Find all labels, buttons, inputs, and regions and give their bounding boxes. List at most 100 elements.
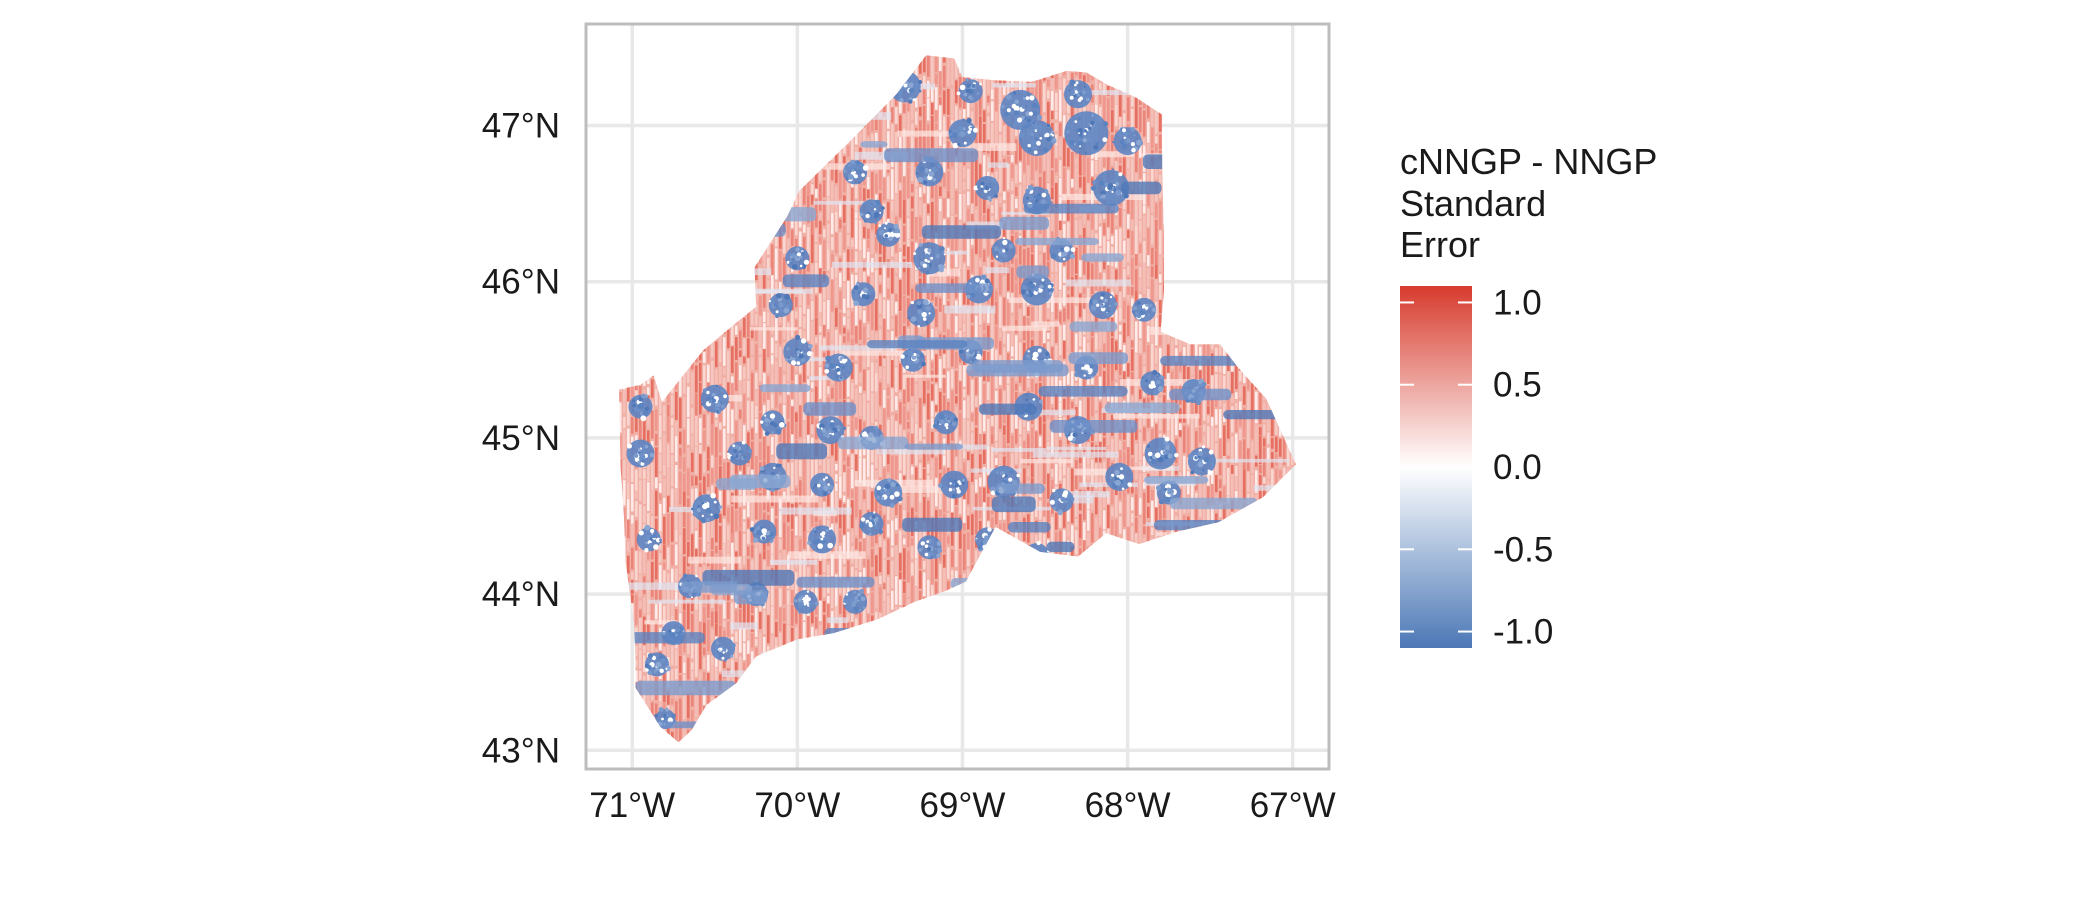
raster-streak	[887, 278, 890, 288]
raster-streak	[1139, 432, 1142, 461]
raster-streak	[1031, 151, 1034, 181]
raster-streak	[839, 172, 842, 200]
raster-streak	[1035, 71, 1038, 100]
raster-streak	[759, 316, 762, 347]
raster-streak	[907, 376, 910, 402]
raster-streak	[879, 284, 882, 293]
raster-streak	[911, 162, 914, 181]
raster-streak	[927, 422, 930, 444]
raster-streak	[1075, 306, 1078, 330]
raster-streak	[1095, 233, 1098, 258]
raster-streak	[895, 301, 898, 314]
raster-streak	[999, 103, 1002, 132]
raster-streak	[939, 449, 942, 470]
raster-streak	[995, 390, 998, 414]
raster-streak	[667, 444, 670, 468]
raster-streak	[747, 358, 750, 380]
raster-streak	[659, 504, 662, 532]
raster-streak	[643, 616, 646, 646]
raster-streak	[795, 374, 798, 387]
raster-streak	[1139, 461, 1142, 471]
raster-streak	[1151, 279, 1154, 308]
raster-streak	[967, 480, 970, 505]
raster-streak	[1131, 191, 1134, 219]
raster-streak	[743, 475, 746, 506]
raster-streak	[803, 385, 806, 412]
raster-streak	[775, 313, 778, 341]
raster-streak	[823, 325, 826, 337]
raster-streak	[895, 132, 898, 147]
raster-streak	[623, 428, 626, 459]
raster-streak	[1099, 402, 1102, 434]
raster-streak	[1059, 78, 1062, 89]
raster-streak	[967, 372, 970, 395]
raster-streak	[903, 199, 906, 224]
raster-streak	[767, 500, 770, 512]
raster-streak	[819, 293, 822, 313]
raster-streak	[931, 584, 934, 598]
raster-streak	[991, 101, 994, 121]
raster-streak	[839, 375, 842, 400]
raster-streak	[1043, 300, 1046, 325]
raster-streak	[1151, 103, 1154, 127]
raster-streak	[787, 463, 790, 484]
raster-streak	[619, 402, 622, 433]
raster-streak	[1003, 391, 1006, 407]
raster-streak	[987, 229, 990, 256]
raster-streak	[971, 454, 974, 482]
raster-streak	[659, 390, 662, 414]
raster-streak	[887, 420, 890, 448]
raster-streak	[871, 362, 874, 392]
raster-streak	[879, 408, 882, 425]
raster-streak	[1019, 162, 1022, 183]
raster-streak	[795, 412, 798, 423]
raster-streak	[1063, 115, 1066, 137]
raster-streak	[787, 239, 790, 247]
raster-streak	[1071, 151, 1074, 179]
raster-streak	[1051, 187, 1054, 200]
raster-streak	[1055, 122, 1058, 132]
raster-streak	[1111, 361, 1114, 382]
raster-streak	[1135, 226, 1138, 255]
raster-streak	[759, 412, 762, 439]
raster-streak	[1111, 475, 1114, 505]
raster-streak	[967, 549, 970, 567]
raster-streak	[851, 136, 854, 160]
raster-streak	[1171, 371, 1174, 379]
raster-streak	[1167, 500, 1170, 531]
raster-streak	[1119, 86, 1122, 117]
raster-streak	[815, 215, 818, 228]
raster-streak	[815, 199, 818, 215]
raster-streak	[1075, 284, 1078, 303]
raster-streak	[719, 661, 722, 672]
raster-streak	[839, 554, 842, 579]
raster-streak	[1015, 165, 1018, 184]
raster-streak	[867, 477, 870, 510]
raster-streak	[1039, 322, 1042, 352]
raster-streak	[731, 316, 734, 346]
raster-streak	[691, 638, 694, 659]
raster-streak	[771, 308, 774, 335]
raster-streak	[1175, 362, 1178, 393]
raster-streak	[1163, 492, 1166, 519]
raster-streak	[819, 221, 822, 235]
raster-streak	[831, 163, 834, 181]
raster-streak	[655, 550, 658, 580]
raster-streak	[1115, 372, 1118, 380]
raster-streak	[675, 421, 678, 436]
raster-streak	[723, 407, 726, 426]
raster-streak	[675, 568, 678, 582]
raster-streak	[891, 415, 894, 437]
raster-streak	[1023, 369, 1026, 391]
raster-streak	[819, 600, 822, 622]
raster-streak	[903, 225, 906, 242]
raster-streak	[679, 367, 682, 397]
raster-streak	[775, 343, 778, 358]
raster-streak	[855, 201, 858, 212]
raster-streak	[1051, 231, 1054, 241]
raster-streak	[1119, 490, 1122, 500]
raster-streak	[851, 469, 854, 489]
raster-streak	[1135, 481, 1138, 494]
raster-streak	[855, 326, 858, 344]
raster-streak	[1123, 240, 1126, 254]
